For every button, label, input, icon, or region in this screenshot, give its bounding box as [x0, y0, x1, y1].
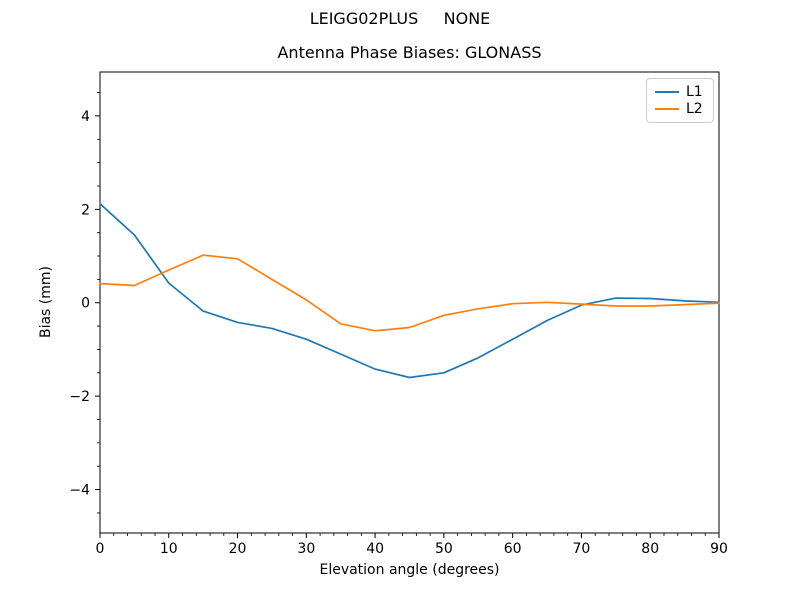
- x-tick-label: 30: [297, 541, 315, 557]
- y-tick-label: 2: [81, 202, 90, 218]
- x-tick-label: 20: [229, 541, 247, 557]
- x-tick-label: 80: [641, 541, 659, 557]
- legend-entry-l1: L1: [655, 84, 705, 101]
- y-axis-label: Bias (mm): [38, 265, 54, 339]
- minor-ticks: [97, 92, 706, 536]
- x-tick-label: 70: [573, 541, 591, 557]
- y-tick-label: 4: [81, 109, 90, 125]
- y-tick-label: 0: [81, 296, 90, 312]
- x-tick-label: 50: [435, 541, 453, 557]
- x-tick-label: 0: [96, 541, 105, 557]
- x-tick-label: 10: [160, 541, 178, 557]
- l1-line-swatch: [655, 91, 679, 94]
- figure-suptitle: LEIGG02PLUS NONE: [309, 9, 491, 28]
- x-tick-label: 90: [710, 541, 728, 557]
- chart-title: Antenna Phase Biases: GLONASS: [277, 43, 542, 62]
- legend-entry-l2: L2: [655, 101, 705, 118]
- series-line-l1: [99, 202, 720, 379]
- series-line-l2: [99, 254, 720, 332]
- y-tick-label: −2: [69, 389, 90, 405]
- x-tick-label: 40: [366, 541, 384, 557]
- x-tick-label: 60: [504, 541, 522, 557]
- x-axis-label: Elevation angle (degrees): [319, 562, 500, 578]
- legend: L1 L2: [646, 78, 714, 123]
- l2-line-swatch: [655, 107, 679, 110]
- major-ticks: [95, 115, 720, 538]
- y-tick-label: −4: [69, 483, 90, 499]
- legend-label-l2: L2: [686, 100, 703, 117]
- legend-label-l1: L1: [686, 84, 703, 101]
